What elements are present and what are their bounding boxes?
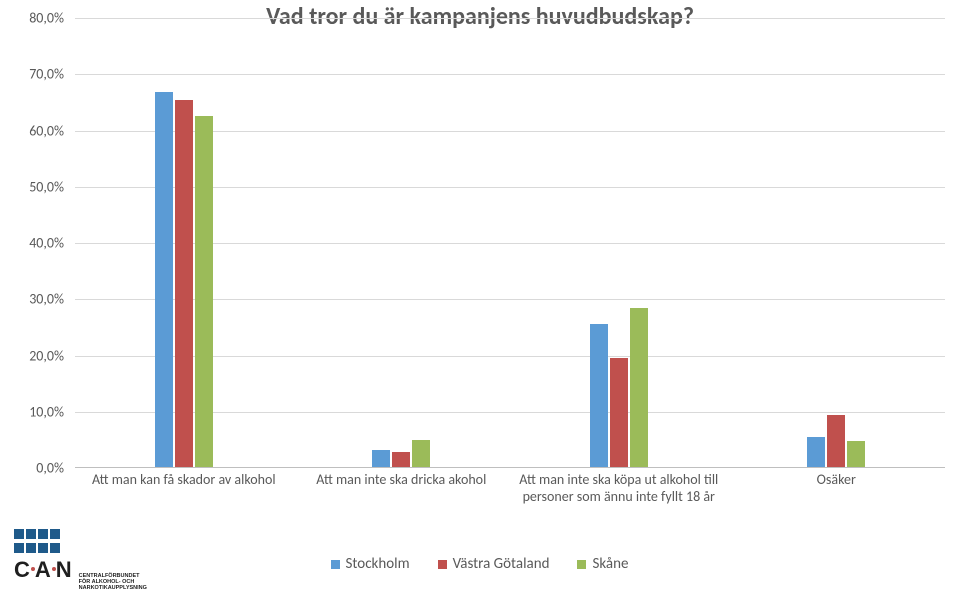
x-axis-label: Osäker (728, 472, 946, 489)
legend-label: Stockholm (346, 555, 410, 573)
y-tick-label: 70,0% (29, 66, 64, 83)
bar-group (510, 18, 728, 468)
x-axis-line (75, 467, 945, 468)
bar (195, 116, 213, 468)
legend-swatch (577, 560, 586, 569)
bar (155, 92, 173, 468)
x-axis-label: Att man kan få skador av alkohol (75, 472, 293, 489)
legend-item: Stockholm (331, 555, 410, 573)
logo-text: CAN CENTRALFÖRBUNDET FÖR ALKOHOL- OCH NA… (14, 557, 147, 591)
y-tick-label: 40,0% (29, 235, 64, 252)
x-axis-labels: Att man kan få skador av alkoholAtt man … (75, 472, 945, 532)
y-tick-label: 60,0% (29, 122, 64, 139)
bar-group (75, 18, 293, 468)
bar (372, 450, 390, 468)
bar (412, 440, 430, 468)
legend-swatch (438, 560, 447, 569)
bar (847, 441, 865, 468)
logo-subtitle: CENTRALFÖRBUNDET FÖR ALKOHOL- OCH NARKOT… (79, 573, 147, 591)
bar-group (728, 18, 946, 468)
x-axis-label: Att man inte ska dricka akohol (293, 472, 511, 489)
bar (392, 452, 410, 468)
y-axis: 0,0%10,0%20,0%30,0%40,0%50,0%60,0%70,0%8… (10, 18, 70, 468)
y-tick-label: 20,0% (29, 347, 64, 364)
footer-logo: CAN CENTRALFÖRBUNDET FÖR ALKOHOL- OCH NA… (14, 529, 147, 591)
logo-squares-row2 (14, 543, 147, 553)
bar (807, 437, 825, 468)
bar (590, 324, 608, 468)
x-axis-label: Att man inte ska köpa ut alkohol till pe… (510, 472, 728, 506)
bar (175, 100, 193, 468)
y-tick-label: 30,0% (29, 291, 64, 308)
bars-layer (75, 18, 945, 468)
bar (630, 308, 648, 468)
legend-item: Skåne (577, 555, 628, 573)
bar-group (293, 18, 511, 468)
legend-label: Västra Götaland (453, 555, 550, 573)
y-tick-label: 50,0% (29, 178, 64, 195)
plot-area (75, 18, 945, 468)
legend-label: Skåne (592, 555, 628, 573)
y-tick-label: 0,0% (36, 460, 64, 477)
chart-container: Vad tror du är kampanjens huvudbudskap? … (10, 0, 950, 540)
legend-swatch (331, 560, 340, 569)
logo-squares-row1 (14, 529, 147, 539)
logo-name: CAN (14, 557, 73, 583)
bar (827, 415, 845, 468)
bar (610, 358, 628, 468)
legend-item: Västra Götaland (438, 555, 550, 573)
y-tick-label: 10,0% (29, 403, 64, 420)
y-tick-label: 80,0% (29, 10, 64, 27)
